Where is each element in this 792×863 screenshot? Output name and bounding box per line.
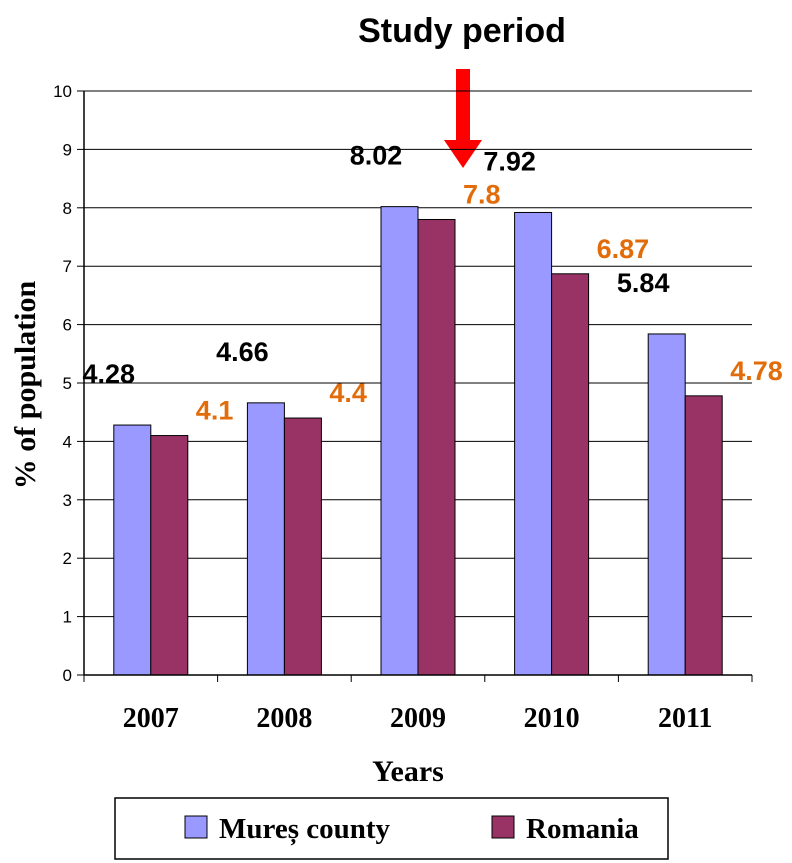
axes <box>77 90 753 682</box>
study-period-annotation: Study period <box>358 12 566 50</box>
bar <box>283 417 322 676</box>
x-tick-label: 2011 <box>658 703 712 734</box>
data-label: 7.8 <box>463 179 501 209</box>
y-tick-label: 2 <box>63 549 72 568</box>
x-tick-label: 2008 <box>256 703 312 734</box>
data-label: 4.28 <box>83 359 136 389</box>
bar <box>417 218 456 676</box>
x-axis-label: Years <box>372 755 444 788</box>
bar <box>514 211 553 676</box>
y-tick-label: 10 <box>53 82 72 101</box>
study-period-arrow-icon <box>444 69 482 168</box>
data-label: 4.66 <box>216 337 269 367</box>
data-label: 8.02 <box>350 141 403 171</box>
y-tick-label: 7 <box>63 257 72 276</box>
bar <box>684 395 723 676</box>
legend-label: Mureș county <box>219 813 391 846</box>
bar <box>150 435 189 676</box>
data-label: 5.84 <box>617 268 670 298</box>
legend-label: Romania <box>526 813 639 845</box>
bar <box>551 273 590 676</box>
y-tick-label: 9 <box>63 140 72 159</box>
y-axis-label: % of population <box>9 280 42 489</box>
bar <box>246 402 285 676</box>
x-tick-label: 2010 <box>524 703 580 734</box>
legend-swatch <box>184 815 208 839</box>
y-axis-tick-labels: 0 1 2 3 4 5 6 7 8 9 10 <box>53 82 72 685</box>
y-tick-label: 3 <box>63 491 72 510</box>
data-label: 4.1 <box>196 396 234 426</box>
data-label: 6.87 <box>597 234 650 264</box>
x-axis-tick-labels: 2007 2008 2009 2010 2011 <box>123 703 713 734</box>
bar <box>380 206 419 676</box>
arrow-shape <box>444 69 482 168</box>
y-tick-label: 8 <box>63 199 72 218</box>
y-tick-label: 5 <box>63 374 72 393</box>
bar <box>647 333 686 676</box>
x-tick-label: 2007 <box>123 703 179 734</box>
legend-swatch <box>491 815 515 839</box>
bars <box>113 206 723 676</box>
y-tick-label: 6 <box>63 316 72 335</box>
legend: Mureș county Romania <box>114 797 669 860</box>
y-tick-label: 4 <box>63 432 72 451</box>
y-tick-label: 1 <box>63 608 72 627</box>
x-tick-label: 2009 <box>390 703 446 734</box>
y-tick-label: 0 <box>63 666 72 685</box>
data-labels: 4.28 4.1 4.66 4.4 8.02 7.87.92 6.87 5.84 4.78 <box>83 141 783 426</box>
bar <box>113 424 152 676</box>
data-label: 4.4 <box>329 378 367 408</box>
data-label: 7.92 <box>483 146 536 176</box>
data-label: 4.78 <box>730 356 783 386</box>
